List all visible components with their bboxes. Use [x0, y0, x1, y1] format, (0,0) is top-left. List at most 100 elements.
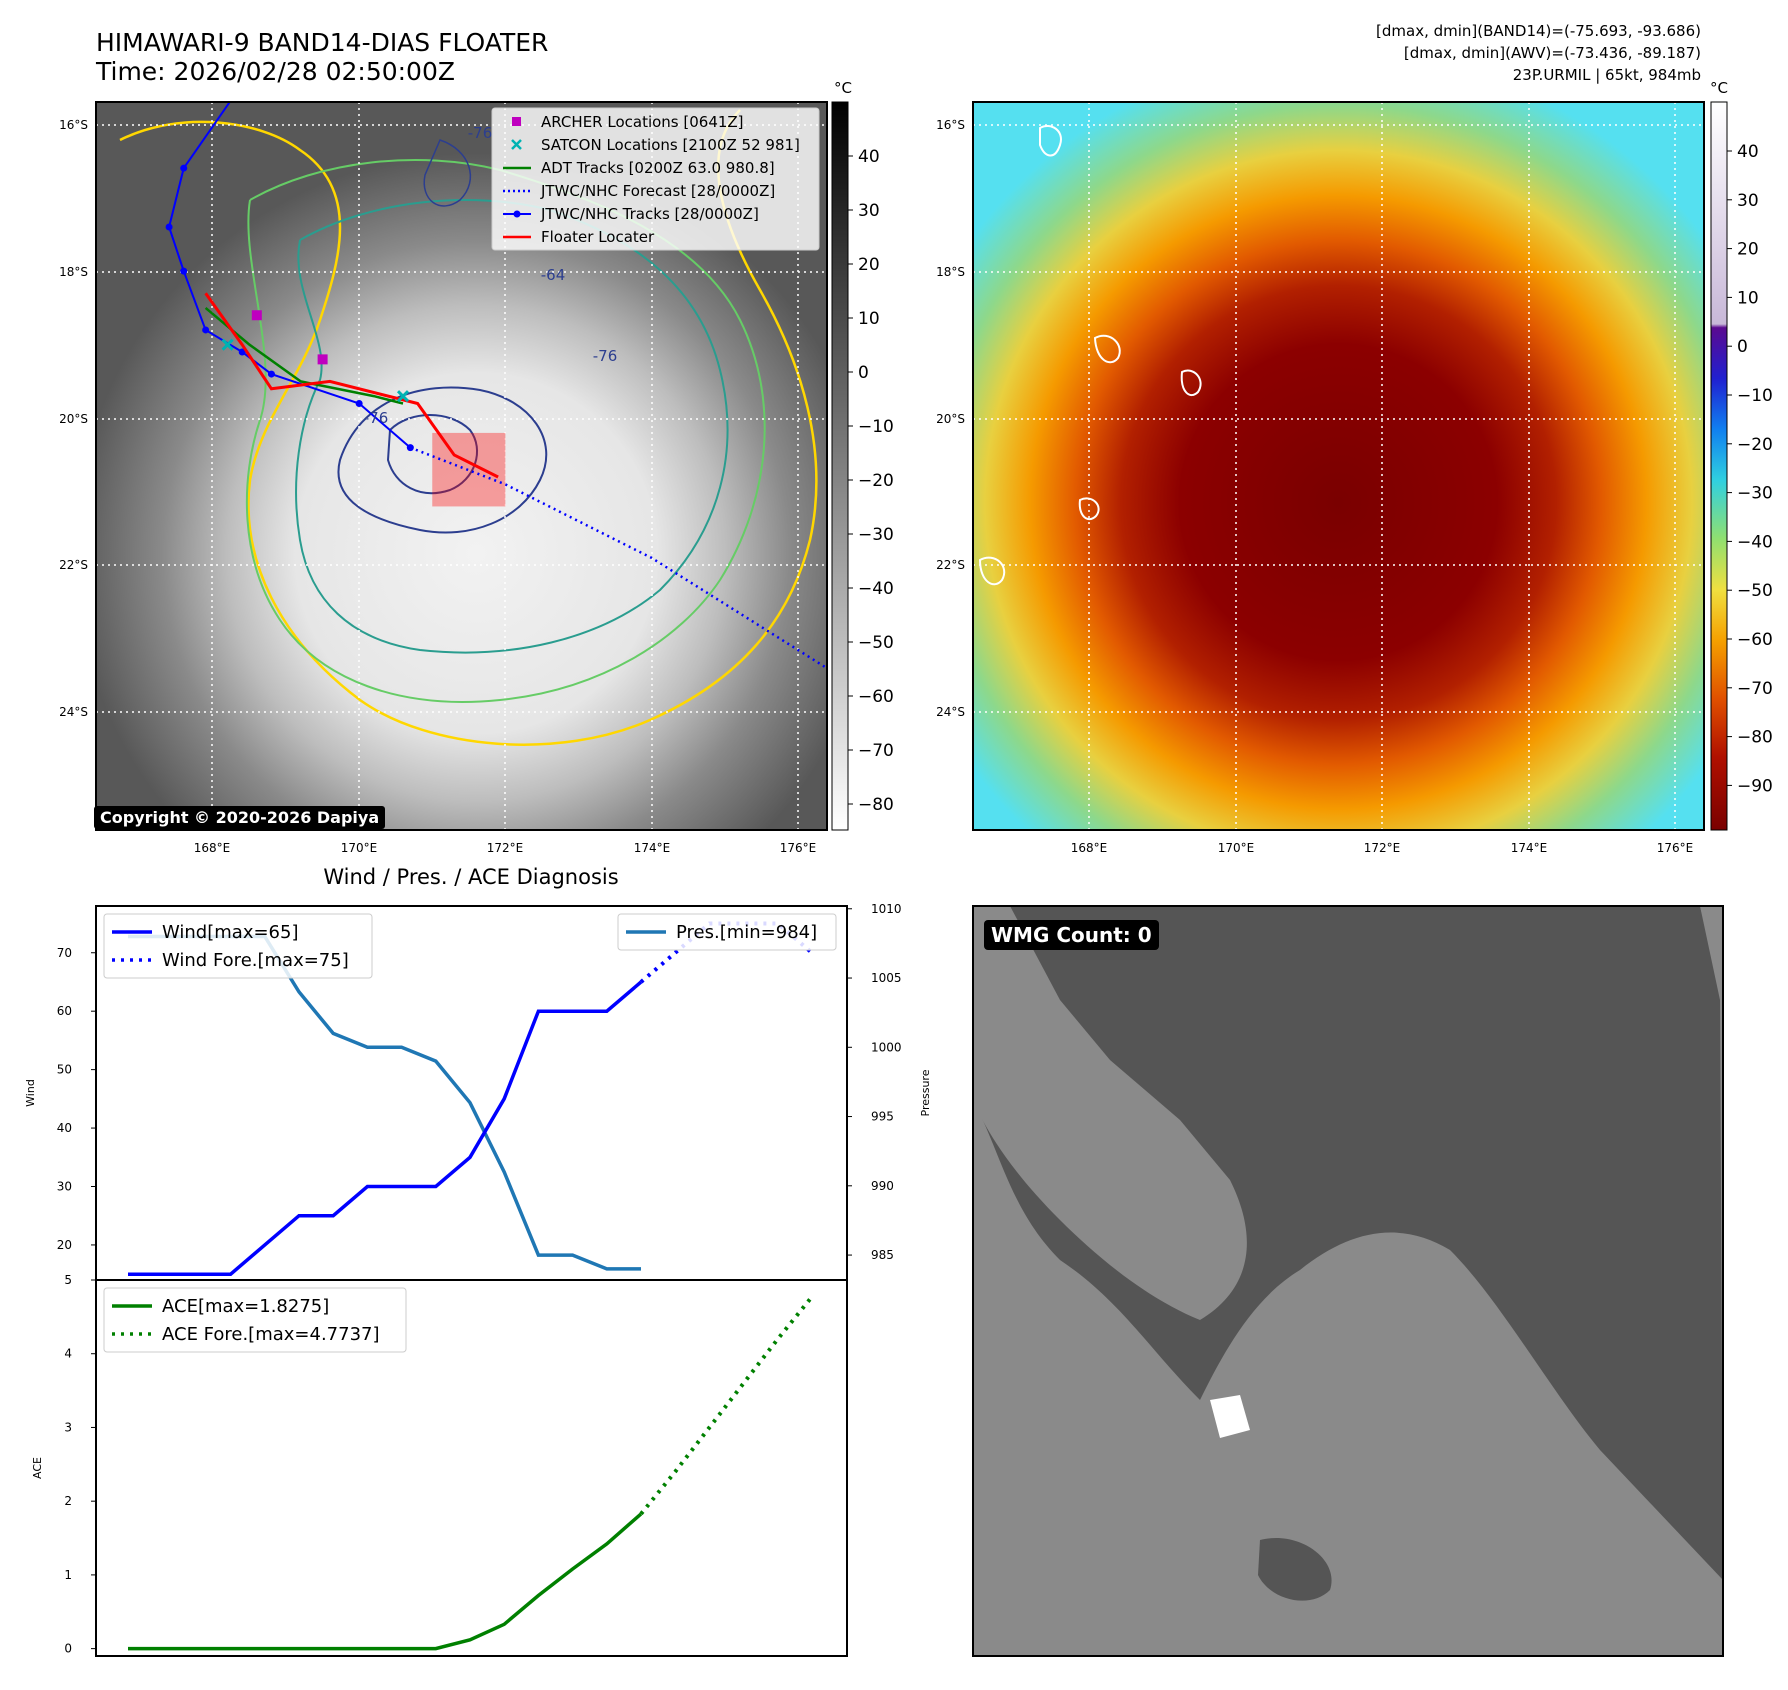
- contour-label: -76: [468, 124, 493, 142]
- lat-tick-label: 24°S: [59, 705, 88, 719]
- pressure-tick-label: 1000: [871, 1040, 902, 1054]
- title-line-2-time: Time: 2026/02/28 02:50:00Z: [96, 57, 455, 86]
- ace-line: [128, 1512, 643, 1651]
- legend-label: ADT Tracks [0200Z 63.0 980.8]: [541, 159, 775, 177]
- awv-lon-ticks: 168°E 170°E 172°E 174°E 176°E: [1071, 841, 1694, 855]
- lat-tick-label: 16°S: [59, 118, 88, 132]
- diagnosis-title: Wind / Pres. / ACE Diagnosis: [323, 865, 618, 889]
- diagnosis-legend-label: Wind[max=65]: [162, 922, 299, 943]
- awv-imagery: [973, 102, 1704, 830]
- legend-label: JTWC/NHC Forecast [28/0000Z]: [540, 182, 775, 200]
- jtwc-track-point: [355, 399, 363, 407]
- wmg-panel: [972, 905, 1724, 1657]
- lat-tick-label: 24°S: [936, 705, 965, 719]
- floater-locater-line: [204, 292, 499, 479]
- diagnosis-legend-box: [103, 1287, 407, 1353]
- floater-box: [432, 432, 506, 507]
- awv-coastlines: [978, 125, 1202, 586]
- wind-forecast-line: [639, 921, 814, 984]
- contour-label: -64: [541, 266, 566, 284]
- jtwc-track-point: [231, 91, 238, 98]
- lat-tick-label: 18°S: [59, 265, 88, 279]
- awv-frame: [972, 101, 1705, 831]
- legend-track-dot: [513, 210, 521, 218]
- ir-overlays: -76 -64 -76 -76: [165, 91, 827, 670]
- awv-colorbar: [1710, 101, 1728, 831]
- ace-tick-label: 2: [64, 1494, 72, 1508]
- legend-satcon-symbol: [511, 139, 522, 150]
- wind-tick-label: 20: [57, 1238, 72, 1252]
- lon-tick-label: 170°E: [1218, 841, 1255, 855]
- wmg-count-badge: WMG Count: 0: [984, 920, 1159, 950]
- ir-frame: [95, 101, 828, 831]
- legend-label: SATCON Locations [2100Z 52 981]: [541, 136, 800, 154]
- ir-colorbar-tick-label: −30: [858, 525, 894, 545]
- jtwc-track-point: [406, 444, 414, 452]
- lon-tick-label: 174°E: [634, 841, 671, 855]
- wind-line: [128, 980, 643, 1276]
- diagnosis-legend-box: [617, 913, 837, 951]
- ir-colorbar-tick-label: 10: [858, 309, 880, 329]
- ace-ylabel: ACE: [31, 1457, 44, 1479]
- ir-lat-ticks: 16°S 18°S 20°S 22°S 24°S: [59, 118, 88, 719]
- wind-tick-label: 50: [57, 1063, 72, 1077]
- storm-summary: 23P.URMIL | 65kt, 984mb: [1512, 66, 1701, 84]
- archer-marker: [251, 310, 262, 321]
- legend-label: Floater Locater: [541, 228, 655, 246]
- wind-ylabel: Wind: [24, 1079, 37, 1107]
- awv-colorbar-tick-label: −30: [1737, 484, 1773, 504]
- satcon-marker: [221, 338, 234, 351]
- ir-colorbar-tick-label: −60: [858, 687, 894, 707]
- wmg-light-region: [973, 906, 1247, 1320]
- wmg-dark-region: [973, 906, 1723, 1580]
- lon-tick-label: 176°E: [780, 841, 817, 855]
- wmg-white-blob: [1210, 1395, 1250, 1438]
- awv-colorbar-tick-label: 10: [1737, 288, 1759, 308]
- diagnosis-legend-label: Pres.[min=984]: [676, 922, 817, 943]
- diagnosis-legend-label: Wind Fore.[max=75]: [162, 950, 349, 971]
- ace-tick-label: 5: [64, 1273, 72, 1287]
- awv-colorbar-tick-label: −70: [1737, 679, 1773, 699]
- awv-colorbar-tick-label: −90: [1737, 776, 1773, 796]
- ir-colorbar-tick-label: 40: [858, 147, 880, 167]
- awv-colorbar-tick-label: −50: [1737, 581, 1773, 601]
- ir-colorbar-tick-label: 20: [858, 255, 880, 275]
- awv-colorbar-tick-label: −10: [1737, 386, 1773, 406]
- lon-tick-label: 172°E: [487, 841, 524, 855]
- ir-colorbar-tick-label: −80: [858, 795, 894, 815]
- lon-tick-label: 170°E: [341, 841, 378, 855]
- lon-tick-label: 168°E: [1071, 841, 1108, 855]
- diagnosis-panel: Wind / Pres. / ACE Diagnosis 20304050607…: [24, 865, 932, 1657]
- awv-colorbar-tick-label: 0: [1737, 337, 1748, 357]
- awv-colorbar-ticks: 40 30 20 10 0 −10 −20 −30 −40 −50 −60 −70 −80 −90: [1727, 142, 1773, 796]
- ace-tick-label: 4: [64, 1347, 72, 1361]
- pressure-tick-label: 985: [871, 1248, 894, 1262]
- jtwc-track-point: [267, 370, 275, 378]
- contour-navy: [337, 386, 548, 534]
- wind-tick-label: 40: [57, 1121, 72, 1135]
- pressure-tick-label: 995: [871, 1110, 894, 1124]
- lat-tick-label: 20°S: [936, 412, 965, 426]
- legend-label: JTWC/NHC Tracks [28/0000Z]: [540, 205, 759, 223]
- ace-forecast-line: [639, 1295, 814, 1516]
- awv-colorbar-tick-label: −80: [1737, 728, 1773, 748]
- diagnosis-legend-box: [103, 913, 373, 979]
- ir-colorbar-tick-label: 30: [858, 201, 880, 221]
- ir-colorbar: [831, 101, 849, 831]
- ir-colorbar-tick-label: −70: [858, 741, 894, 761]
- contour-yellow: [119, 109, 818, 746]
- contour-label: -76: [364, 409, 389, 427]
- legend-label: ARCHER Locations [0641Z]: [541, 113, 744, 131]
- wmg-dark-blob: [1258, 1538, 1332, 1601]
- diagnosis-legend-label: ACE Fore.[max=4.7737]: [162, 1324, 380, 1345]
- awv-colorbar-tick-label: 40: [1737, 142, 1759, 162]
- pressure-ylabel: Pressure: [919, 1069, 932, 1116]
- lat-tick-label: 22°S: [59, 558, 88, 572]
- lon-tick-label: 176°E: [1657, 841, 1694, 855]
- jtwc-track-point: [202, 326, 210, 334]
- awv-colorbar-tick-label: −20: [1737, 435, 1773, 455]
- wmg-corner: [1700, 906, 1723, 1000]
- ir-colorbar-tick-label: −50: [858, 633, 894, 653]
- wmg-frame: [972, 905, 1724, 1657]
